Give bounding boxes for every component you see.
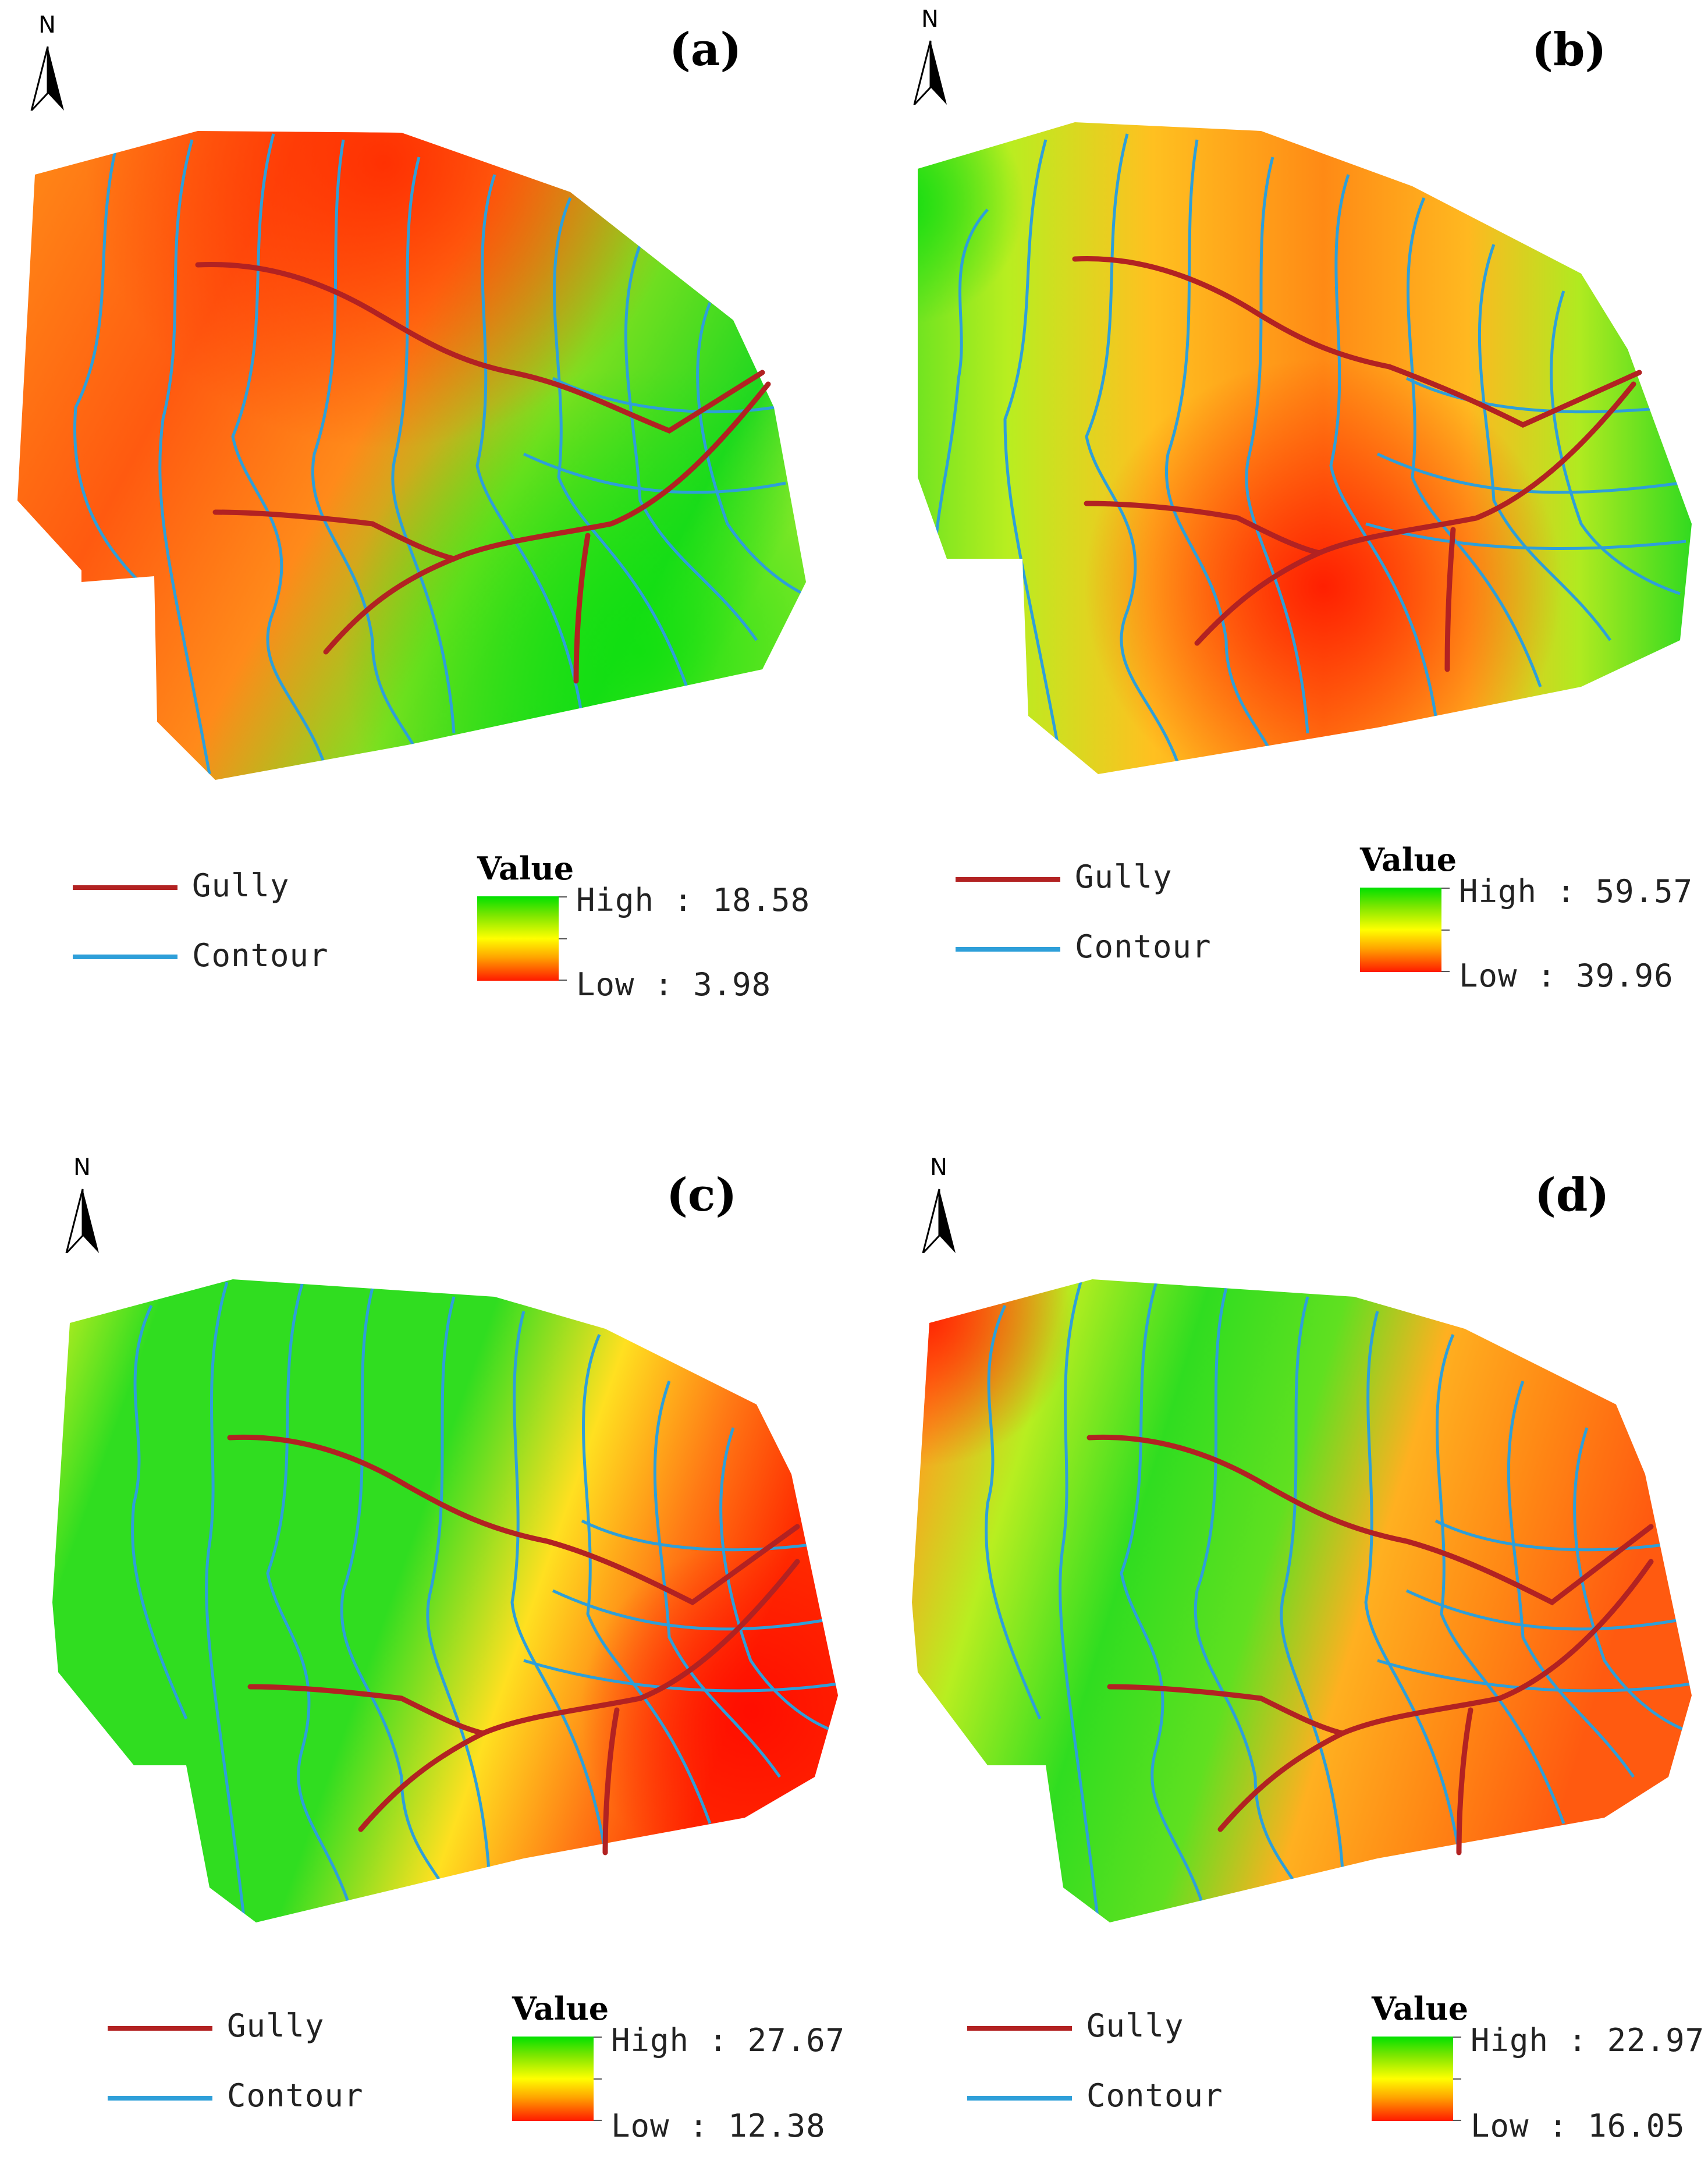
panel-label: (d) [1535, 1169, 1610, 1222]
map-d [912, 1279, 1692, 1922]
panel-label: (a) [669, 23, 742, 76]
north-label: N [73, 1154, 91, 1181]
gully-legend-label: Gully [1086, 2007, 1184, 2044]
gully-legend-swatch [108, 2026, 212, 2031]
color-ramp [1360, 888, 1441, 972]
color-ramp-ticks [1441, 888, 1450, 972]
north-arrow-icon: N [915, 1154, 967, 1253]
map-b [918, 122, 1692, 774]
color-ramp [512, 2037, 594, 2121]
low-value-label: Low : 3.98 [576, 966, 772, 1003]
color-ramp [477, 896, 559, 981]
panel-b: (b) N Gully Contour Value High : 59.57 L… [854, 0, 1707, 1078]
high-value-label: High : 59.57 [1459, 873, 1693, 910]
value-legend-title: Value [512, 1990, 609, 2027]
gully-legend-swatch [967, 2026, 1072, 2031]
north-label: N [930, 1154, 947, 1181]
contour-legend-label: Contour [1086, 2077, 1223, 2114]
value-legend-title: Value [1360, 841, 1457, 878]
color-ramp-ticks [594, 2037, 602, 2121]
contour-legend-swatch [108, 2096, 212, 2101]
panel-c: (c) N Gully Contour Value High : 27.67 L… [0, 1078, 854, 2157]
contour-legend-label: Contour [1075, 928, 1212, 965]
low-value-label: Low : 39.96 [1459, 957, 1674, 994]
high-value-label: High : 18.58 [576, 882, 811, 918]
north-arrow-icon: N [58, 1154, 111, 1253]
map-c [52, 1279, 838, 1922]
north-label: N [38, 12, 56, 38]
contour-legend-label: Contour [227, 2077, 364, 2114]
north-arrow-icon: N [23, 12, 76, 111]
panel-d: (d) N Gully Contour Value High : 22.97 L… [854, 1078, 1707, 2157]
north-arrow-icon: N [906, 6, 958, 105]
gully-legend-swatch [73, 885, 177, 890]
low-value-label: Low : 16.05 [1471, 2108, 1685, 2144]
gully-legend-label: Gully [1075, 858, 1173, 895]
gully-legend-swatch [956, 877, 1060, 882]
gully-legend-label: Gully [192, 867, 290, 904]
panel-label: (c) [666, 1169, 737, 1222]
contour-legend-label: Contour [192, 937, 329, 974]
high-value-label: High : 27.67 [611, 2022, 846, 2059]
value-legend-title: Value [477, 850, 574, 887]
color-ramp-ticks [559, 896, 567, 981]
gully-legend-label: Gully [227, 2007, 325, 2044]
contour-legend-swatch [956, 947, 1060, 952]
north-label: N [921, 6, 939, 33]
low-value-label: Low : 12.38 [611, 2108, 826, 2144]
map-a [17, 131, 806, 780]
color-ramp [1372, 2037, 1453, 2121]
panel-label: (b) [1532, 23, 1607, 76]
panel-a: (a) N Gully Contour Value High : 18.58 L… [0, 0, 854, 1078]
contour-legend-swatch [73, 955, 177, 959]
contour-legend-swatch [967, 2096, 1072, 2101]
value-legend-title: Value [1372, 1990, 1469, 2027]
color-ramp-ticks [1453, 2037, 1461, 2121]
high-value-label: High : 22.97 [1471, 2022, 1705, 2059]
